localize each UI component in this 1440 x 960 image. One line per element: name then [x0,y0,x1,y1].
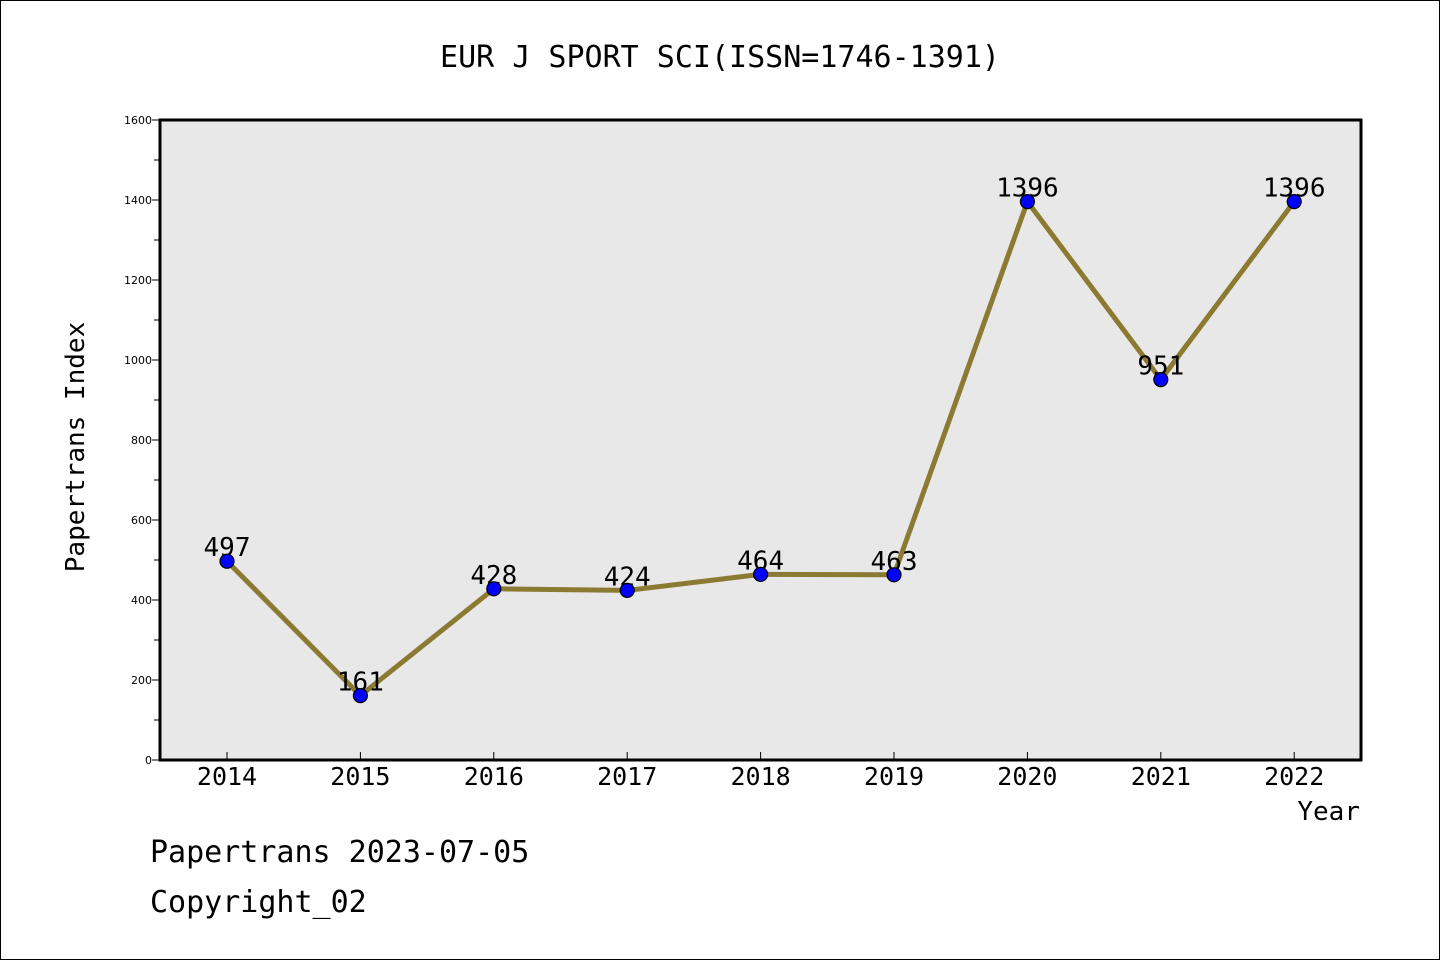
plot-area [158,118,1363,762]
chart-title: EUR J SPORT SCI(ISSN=1746-1391) [440,40,1000,75]
data-point [1153,372,1169,388]
x-tick-label: 2019 [864,762,924,791]
x-tick-label: 2022 [1264,762,1324,791]
x-axis-label: Year [1297,797,1360,827]
data-point [619,582,635,599]
data-point [886,567,902,583]
footer-date: Papertrans 2023-07-05 [150,835,530,870]
y-tick-label: 1200 [124,274,152,287]
x-tick-label: 2021 [1131,762,1191,791]
data-point [219,553,235,569]
data-point [1286,194,1302,210]
y-tick-label: 600 [131,514,152,527]
data-point [352,687,368,704]
y-tick-label: 1600 [124,114,152,127]
y-tick-label: 400 [131,594,152,607]
y-tick-label: 0 [145,754,152,767]
x-tick-label: 2017 [597,762,657,791]
x-tick-label: 2014 [197,762,257,791]
data-point [486,581,502,597]
data-point [1019,194,1036,210]
x-tick-label: 2016 [464,762,524,791]
y-axis: 0 200 400 600 800 1000 1200 1400 1600 [124,114,160,767]
y-tick-label: 800 [131,434,152,447]
y-axis-label: Papertrans Index [61,322,91,572]
footer-copyright: Copyright_02 [150,885,367,920]
x-tick-label: 2018 [730,762,790,791]
y-tick-label: 200 [131,674,152,687]
x-tick-label: 2015 [330,762,390,791]
x-axis: 2014 2015 2016 2017 2018 2019 2020 2021 2022 [197,752,1324,791]
y-tick-label: 1400 [124,194,152,207]
x-tick-label: 2020 [997,762,1057,791]
data-point [752,566,769,583]
y-tick-label: 1000 [124,354,152,367]
